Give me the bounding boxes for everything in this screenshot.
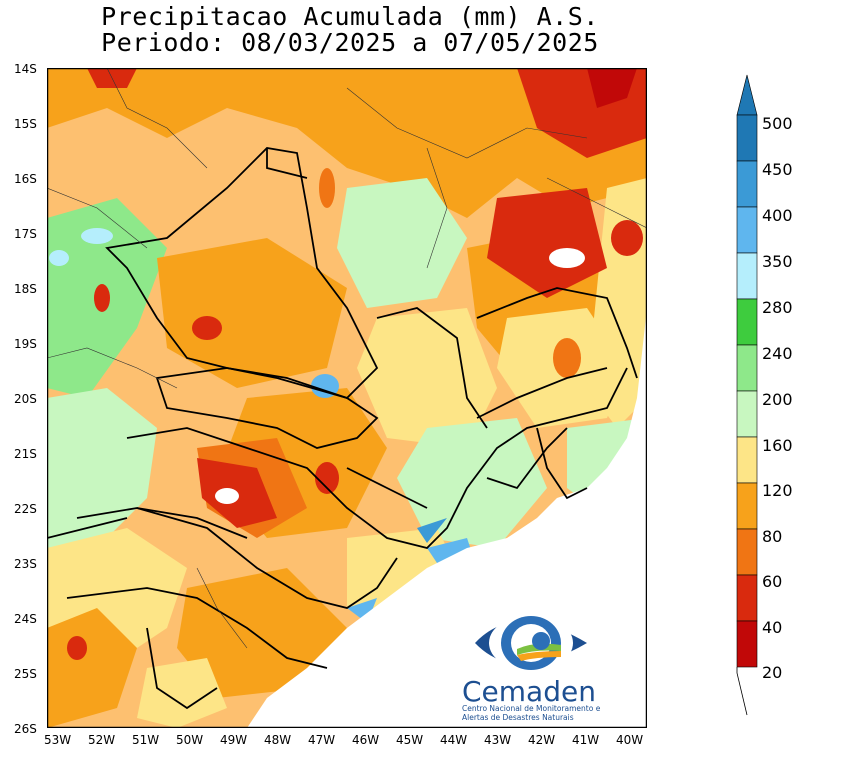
colorbar-label: 160	[762, 436, 793, 455]
colorbar	[736, 74, 758, 716]
map-title-line1: Precipitacao Acumulada (mm) A.S.	[101, 2, 599, 31]
lat-label: 21S	[14, 447, 37, 461]
lon-label: 53W	[44, 733, 72, 747]
precip-hotspots	[67, 68, 647, 660]
colorbar-segment	[736, 620, 758, 668]
colorbar-label: 500	[762, 114, 793, 133]
colorbar-segment	[736, 298, 758, 346]
lon-label: 40W	[616, 733, 644, 747]
state-boundaries	[47, 147, 638, 710]
colorbar-label: 120	[762, 481, 793, 500]
lon-label: 46W	[352, 733, 380, 747]
map-frame	[47, 68, 647, 728]
colorbar-segment	[736, 528, 758, 576]
colorbar-segment	[736, 344, 758, 392]
colorbar-label: 20	[762, 663, 783, 682]
lat-label: 17S	[14, 227, 37, 241]
lon-label: 50W	[176, 733, 204, 747]
lon-label: 51W	[132, 733, 160, 747]
lon-label: 41W	[572, 733, 600, 747]
colorbar-segment	[736, 252, 758, 300]
colorbar-label: 240	[762, 344, 793, 363]
colorbar-label: 40	[762, 618, 783, 637]
colorbar-segment	[736, 574, 758, 622]
lat-label: 24S	[14, 612, 37, 626]
logo-name: Cemaden	[462, 675, 596, 708]
colorbar-bottom-arrow	[736, 667, 748, 716]
lat-label: 14S	[14, 62, 37, 76]
colorbar-label: 60	[762, 572, 783, 591]
colorbar-label: 350	[762, 252, 793, 271]
cemaden-logo-icon	[475, 615, 587, 671]
lon-label: 43W	[484, 733, 512, 747]
lat-label: 20S	[14, 392, 37, 406]
lat-label: 25S	[14, 667, 37, 681]
map-title-line2: Periodo: 08/03/2025 a 07/05/2025	[101, 28, 599, 57]
lon-label: 47W	[308, 733, 336, 747]
colorbar-segment	[736, 114, 758, 162]
lat-label: 22S	[14, 502, 37, 516]
colorbar-segment	[736, 482, 758, 530]
colorbar-label: 80	[762, 527, 783, 546]
lat-label: 15S	[14, 117, 37, 131]
colorbar-label: 400	[762, 206, 793, 225]
lat-label: 26S	[14, 722, 37, 736]
colorbar-segment	[736, 390, 758, 438]
lat-label: 16S	[14, 172, 37, 186]
colorbar-top-arrow	[736, 74, 758, 116]
logo-subtitle: Centro Nacional de Monitoramento e Alert…	[462, 704, 601, 722]
lon-label: 48W	[264, 733, 292, 747]
lat-label: 19S	[14, 337, 37, 351]
colorbar-label: 200	[762, 390, 793, 409]
lon-label: 42W	[528, 733, 556, 747]
colorbar-segment	[736, 206, 758, 254]
lat-label: 18S	[14, 282, 37, 296]
basin-boundaries	[47, 68, 647, 649]
lon-label: 52W	[88, 733, 116, 747]
colorbar-label: 450	[762, 160, 793, 179]
colorbar-label: 280	[762, 298, 793, 317]
lon-label: 49W	[220, 733, 248, 747]
colorbar-segment	[736, 160, 758, 208]
colorbar-segment	[736, 436, 758, 484]
lon-label: 44W	[440, 733, 468, 747]
lat-label: 23S	[14, 557, 37, 571]
lon-label: 45W	[396, 733, 424, 747]
